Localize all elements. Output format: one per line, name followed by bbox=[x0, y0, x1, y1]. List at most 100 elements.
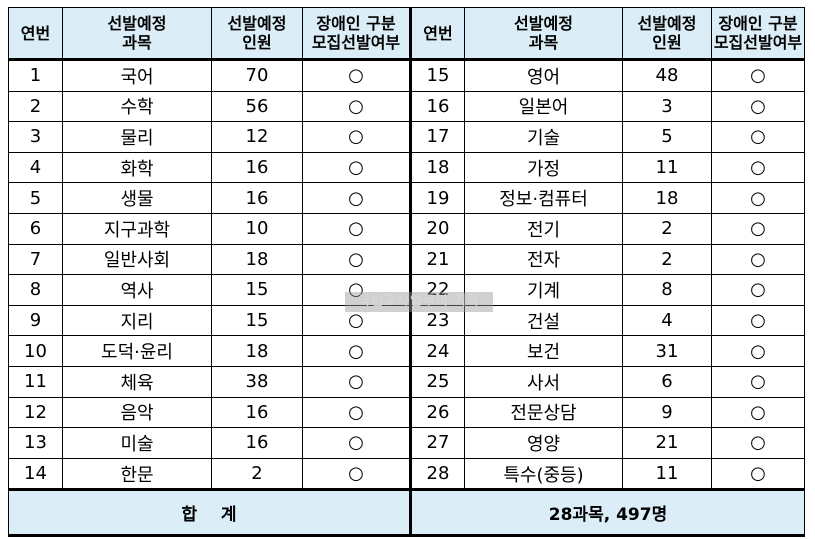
disabled-flag-cell: ○ bbox=[711, 304, 805, 337]
cell-no: 23 bbox=[410, 304, 465, 337]
cell-no: 10 bbox=[8, 335, 63, 367]
table-row: 3 물리 12 ○ 17 기술 5 ○ bbox=[8, 121, 805, 153]
cell-count: 16 bbox=[211, 151, 303, 184]
cell-count: 2 bbox=[211, 457, 303, 491]
table-row: 6 지구과학 10 ○ 20 전기 2 ○ bbox=[8, 212, 805, 245]
disabled-flag-cell: ○ bbox=[711, 151, 805, 184]
disabled-flag-cell: ○ bbox=[711, 396, 805, 429]
cell-no: 16 bbox=[410, 90, 465, 123]
cell-count: 21 bbox=[622, 427, 712, 459]
table-row: 11 체육 38 ○ 25 사서 6 ○ bbox=[8, 365, 805, 398]
cell-subject: 물리 bbox=[62, 121, 212, 153]
cell-subject: 보건 bbox=[464, 335, 623, 367]
cell-subject: 전기 bbox=[464, 212, 623, 245]
table-row: 5 생물 16 ○ 19 정보·컴퓨터 18 ○ bbox=[8, 182, 805, 214]
disabled-flag-cell: ○ bbox=[711, 121, 805, 153]
cell-subject: 영어 bbox=[464, 59, 623, 92]
disabled-flag-cell: ○ bbox=[302, 335, 412, 367]
table-row: 10 도덕·윤리 18 ○ 24 보건 31 ○ bbox=[8, 335, 805, 367]
cell-subject: 특수(중등) bbox=[464, 457, 623, 491]
cell-subject: 국어 bbox=[62, 59, 212, 92]
table-body: 1 국어 70 ○ 15 영어 48 ○ 2 수학 56 ○ 16 일본어 3 ○ 3 물리 12 ○ 17 기술 5 ○ 4 화… bbox=[8, 59, 805, 491]
cell-subject: 한문 bbox=[62, 457, 212, 491]
disabled-flag-cell: ○ bbox=[302, 274, 412, 306]
cell-subject: 미술 bbox=[62, 427, 212, 459]
cell-no: 2 bbox=[8, 90, 63, 123]
cell-no: 18 bbox=[410, 151, 465, 184]
recruitment-table: 연번 선발예정 과목 선발예정 인원 장애인 구분 모집선발여부 연번 선발예정 과목 … bbox=[8, 7, 805, 538]
cell-count: 3 bbox=[622, 90, 712, 123]
cell-no: 4 bbox=[8, 151, 63, 184]
cell-subject: 정보·컴퓨터 bbox=[464, 182, 623, 214]
cell-count: 12 bbox=[211, 121, 303, 153]
table-footer: 합 계 28과목, 497명 bbox=[8, 488, 805, 538]
cell-subject: 생물 bbox=[62, 182, 212, 214]
disabled-flag-cell: ○ bbox=[711, 212, 805, 245]
disabled-flag-cell: ○ bbox=[711, 335, 805, 367]
header-disabled: 장애인 구분 모집선발여부 bbox=[711, 7, 805, 61]
disabled-flag-cell: ○ bbox=[302, 365, 412, 398]
disabled-flag-cell: ○ bbox=[711, 427, 805, 459]
disabled-flag-cell: ○ bbox=[711, 59, 805, 92]
cell-count: 5 bbox=[622, 121, 712, 153]
cell-no: 6 bbox=[8, 212, 63, 245]
table-row: 7 일반사회 18 ○ 21 전자 2 ○ bbox=[8, 243, 805, 276]
cell-no: 3 bbox=[8, 121, 63, 153]
cell-no: 21 bbox=[410, 243, 465, 276]
cell-count: 11 bbox=[622, 151, 712, 184]
table-row: 13 미술 16 ○ 27 영양 21 ○ bbox=[8, 427, 805, 459]
header-subject: 선발예정 과목 bbox=[464, 7, 623, 61]
header-no: 연번 bbox=[8, 7, 63, 61]
disabled-flag-cell: ○ bbox=[711, 365, 805, 398]
cell-subject: 체육 bbox=[62, 365, 212, 398]
cell-subject: 지리 bbox=[62, 304, 212, 337]
cell-count: 16 bbox=[211, 427, 303, 459]
cell-subject: 수학 bbox=[62, 90, 212, 123]
cell-count: 9 bbox=[622, 396, 712, 429]
header-disabled: 장애인 구분 모집선발여부 bbox=[302, 7, 412, 61]
cell-no: 27 bbox=[410, 427, 465, 459]
cell-subject: 가정 bbox=[464, 151, 623, 184]
header-no: 연번 bbox=[410, 7, 465, 61]
header-count: 선발예정 인원 bbox=[211, 7, 303, 61]
disabled-flag-cell: ○ bbox=[302, 243, 412, 276]
cell-subject: 음악 bbox=[62, 396, 212, 429]
cell-no: 26 bbox=[410, 396, 465, 429]
cell-subject: 전문상담 bbox=[464, 396, 623, 429]
cell-count: 2 bbox=[622, 212, 712, 245]
disabled-flag-cell: ○ bbox=[711, 243, 805, 276]
cell-subject: 사서 bbox=[464, 365, 623, 398]
cell-subject: 기술 bbox=[464, 121, 623, 153]
cell-subject: 화학 bbox=[62, 151, 212, 184]
disabled-flag-cell: ○ bbox=[302, 121, 412, 153]
total-label: 합 계 bbox=[8, 488, 412, 538]
cell-count: 6 bbox=[622, 365, 712, 398]
cell-no: 20 bbox=[410, 212, 465, 245]
table-row: 4 화학 16 ○ 18 가정 11 ○ bbox=[8, 151, 805, 184]
cell-subject: 역사 bbox=[62, 274, 212, 306]
disabled-flag-cell: ○ bbox=[302, 90, 412, 123]
cell-count: 4 bbox=[622, 304, 712, 337]
cell-no: 24 bbox=[410, 335, 465, 367]
cell-count: 56 bbox=[211, 90, 303, 123]
cell-count: 8 bbox=[622, 274, 712, 306]
cell-no: 8 bbox=[8, 274, 63, 306]
table-row: 2 수학 56 ○ 16 일본어 3 ○ bbox=[8, 90, 805, 123]
table-row: 8 역사 15 ○ 22 기계 8 ○ bbox=[8, 274, 805, 306]
cell-subject: 일반사회 bbox=[62, 243, 212, 276]
table-row: 9 지리 15 ○ 23 건설 4 ○ bbox=[8, 304, 805, 337]
disabled-flag-cell: ○ bbox=[302, 212, 412, 245]
table-row: 12 음악 16 ○ 26 전문상담 9 ○ bbox=[8, 396, 805, 429]
disabled-flag-cell: ○ bbox=[302, 59, 412, 92]
cell-no: 15 bbox=[410, 59, 465, 92]
cell-no: 17 bbox=[410, 121, 465, 153]
cell-count: 15 bbox=[211, 304, 303, 337]
cell-count: 70 bbox=[211, 59, 303, 92]
disabled-flag-cell: ○ bbox=[302, 427, 412, 459]
cell-subject: 영양 bbox=[464, 427, 623, 459]
cell-no: 13 bbox=[8, 427, 63, 459]
cell-subject: 전자 bbox=[464, 243, 623, 276]
cell-count: 18 bbox=[211, 243, 303, 276]
disabled-flag-cell: ○ bbox=[302, 151, 412, 184]
cell-count: 18 bbox=[622, 182, 712, 214]
